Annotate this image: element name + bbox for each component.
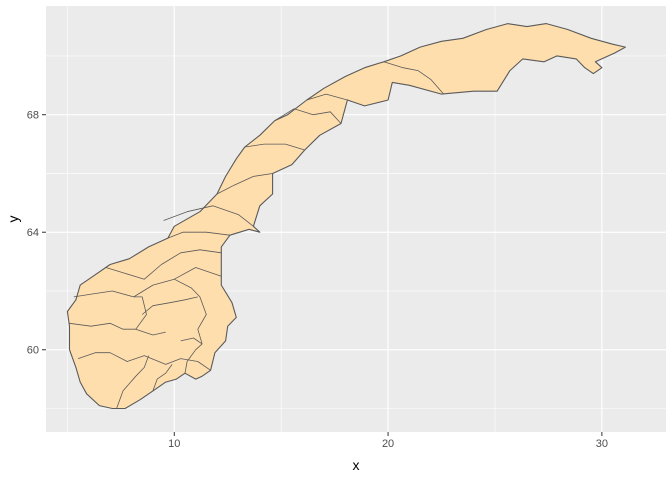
y-tick-label: 64 — [27, 227, 39, 239]
norway-map — [66, 23, 626, 410]
region-boundary — [383, 61, 445, 95]
region-boundary — [216, 173, 273, 195]
x-axis-ticks: 10 20 30 — [168, 432, 608, 450]
region-boundary — [274, 108, 342, 124]
country-outline — [66, 23, 626, 410]
y-axis-ticks: 60 64 68 — [27, 110, 46, 357]
region-boundary — [174, 278, 207, 374]
y-axis-title: y — [5, 216, 21, 223]
x-axis-title: x — [353, 457, 360, 473]
y-tick-label: 60 — [27, 345, 39, 357]
region-boundary — [141, 296, 198, 315]
y-tick-label: 68 — [27, 110, 39, 122]
region-boundary — [105, 249, 222, 280]
region-boundary — [77, 352, 211, 371]
x-tick-label: 20 — [382, 438, 394, 450]
region-boundary — [244, 143, 305, 151]
x-tick-label: 30 — [596, 438, 608, 450]
region-boundary — [180, 337, 203, 345]
region-boundary — [306, 93, 348, 101]
region-boundary — [167, 231, 230, 239]
region-boundary — [116, 355, 149, 409]
region-boundary — [163, 205, 254, 227]
region-boundary — [69, 322, 166, 336]
region-boundary — [73, 267, 222, 298]
region-boundary — [152, 364, 173, 392]
region-boundary — [133, 296, 147, 330]
x-tick-label: 10 — [168, 438, 180, 450]
